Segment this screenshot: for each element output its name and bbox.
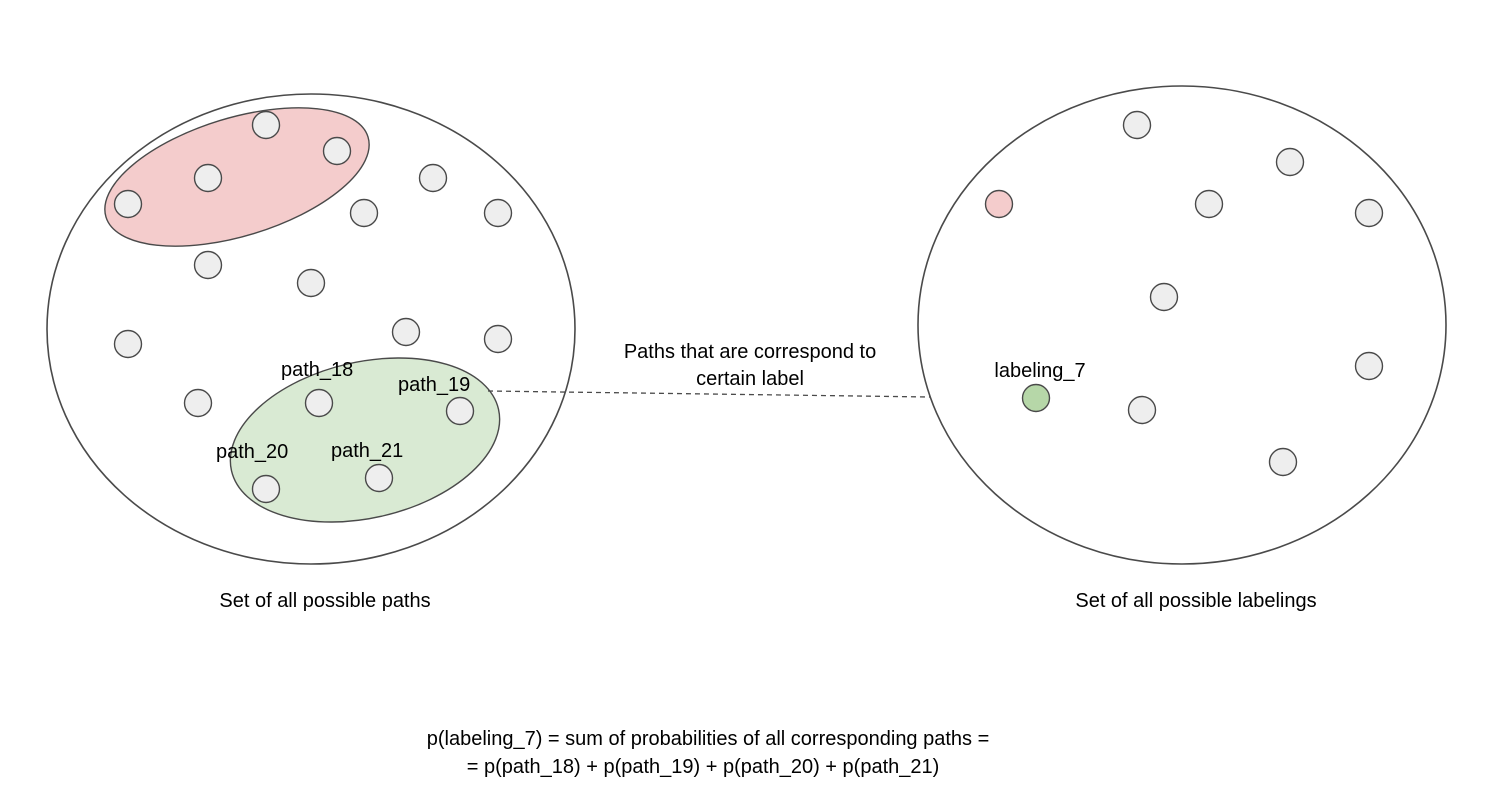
path-node-path-20	[251, 474, 281, 504]
path-node	[349, 198, 379, 228]
labeling-node	[1268, 447, 1298, 477]
connector-label-line-2: certain label	[696, 368, 804, 390]
path-node-path-21	[364, 463, 394, 493]
labeling-node-labeling-7	[1021, 383, 1051, 413]
labeling-node	[1127, 395, 1157, 425]
correspondence-connector: Paths that are correspond to certain lab…	[487, 341, 1022, 398]
labeling-node-red	[984, 189, 1014, 219]
labelings-set: labeling_7 Set of all possible labelings	[917, 85, 1447, 612]
path-18-label: path_18	[281, 359, 353, 381]
path-node	[322, 136, 352, 166]
red-path-group	[104, 107, 370, 247]
labeling-node	[1354, 351, 1384, 381]
formula-line-2: = p(path_18) + p(path_19) + p(path_20) +…	[467, 756, 940, 778]
labeling-node	[1354, 198, 1384, 228]
path-node	[418, 163, 448, 193]
path-node	[251, 110, 281, 140]
paths-set: path_18 path_19 path_20 path_21 Set of a…	[46, 93, 576, 612]
labeling-7-label: labeling_7	[994, 360, 1085, 382]
formula-line-1: p(labeling_7) = sum of probabilities of …	[427, 728, 990, 750]
path-node	[113, 189, 143, 219]
path-node-path-19	[445, 396, 475, 426]
labeling-node	[1122, 110, 1152, 140]
labeling-node	[1149, 282, 1179, 312]
path-node	[296, 268, 326, 298]
path-node	[193, 163, 223, 193]
path-node	[483, 324, 513, 354]
probability-formula: p(labeling_7) = sum of probabilities of …	[427, 728, 990, 778]
path-node	[113, 329, 143, 359]
path-node	[193, 250, 223, 280]
path-node	[391, 317, 421, 347]
path-node	[483, 198, 513, 228]
path-node-path-18	[304, 388, 334, 418]
labeling-node	[1194, 189, 1224, 219]
green-path-group	[229, 357, 501, 523]
paths-set-caption: Set of all possible paths	[219, 590, 430, 612]
path-20-label: path_20	[216, 441, 288, 463]
labelings-set-caption: Set of all possible labelings	[1075, 590, 1316, 612]
labeling-node	[1275, 147, 1305, 177]
path-21-label: path_21	[331, 440, 403, 462]
labelings-set-boundary	[917, 85, 1447, 565]
path-19-label: path_19	[398, 374, 470, 396]
connector-label-line-1: Paths that are correspond to	[624, 341, 876, 363]
path-node	[183, 388, 213, 418]
